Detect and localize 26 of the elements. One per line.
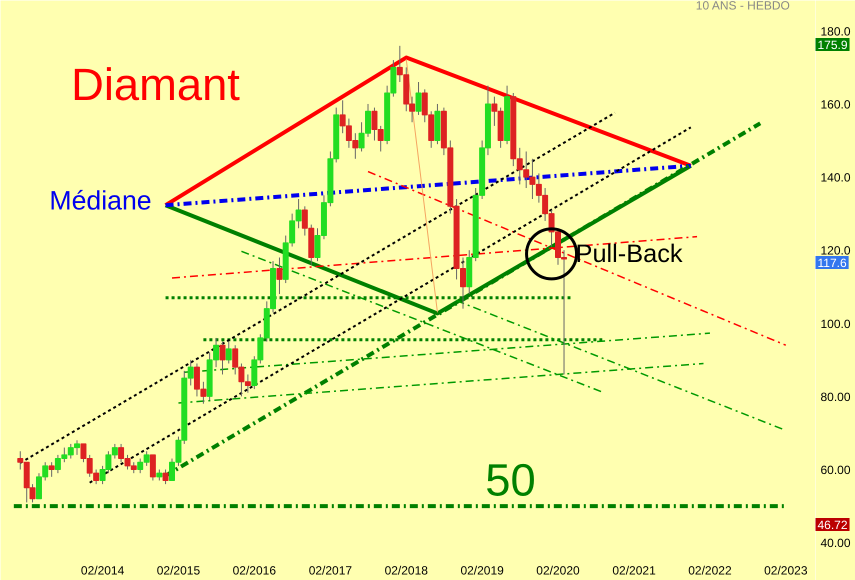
text: 117.6 [818,256,847,270]
y-tick-label: 160.0 [820,97,851,112]
x-tick-label: 02/2020 [536,564,580,578]
x-tick-label: 02/2017 [308,564,352,578]
x-tick-label: 02/2018 [384,564,428,578]
x-tick-label: 02/2019 [460,564,504,578]
y-tick-label: 180.0 [820,24,851,38]
chart-title: 10 ANS - HEBDO [696,0,790,12]
annotation: Médiane [49,186,152,216]
y-tick-label: 60.00 [820,463,851,478]
x-tick-label: 02/2023 [764,564,808,578]
y-tick-label: 140.0 [820,170,851,185]
annotation: Pull-Back [576,240,683,268]
x-tick-label: 02/2021 [612,564,656,578]
y-tick-label: 100.0 [820,316,851,331]
x-tick-label: 02/2016 [232,564,276,578]
y-tick-label: 120.0 [820,244,851,258]
text: 175.9 [818,38,848,52]
y-tick-label: 80.00 [820,390,851,404]
annotation: 50 [485,454,536,506]
x-tick-label: 02/2015 [156,564,200,578]
x-tick-label: 02/2022 [688,564,732,578]
y-tick-label: 40.00 [820,536,851,550]
annotation: Diamant [71,59,240,110]
text: 46.72 [818,518,848,532]
x-tick-label: 02/2014 [80,564,125,578]
